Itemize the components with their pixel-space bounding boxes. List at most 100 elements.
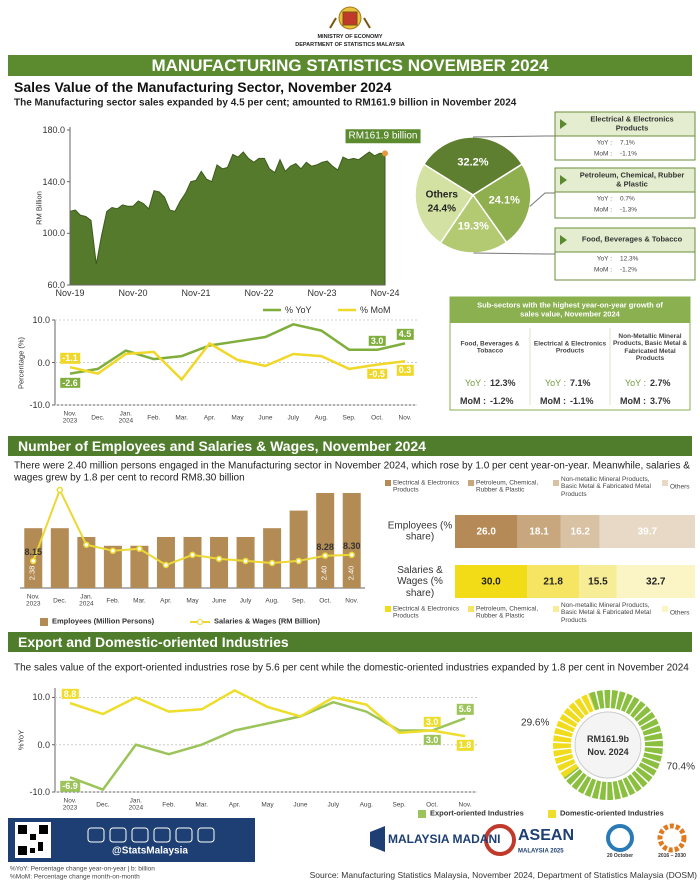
x-tick-label: Nov-19 (55, 287, 85, 298)
yoy-label: YoY : (596, 255, 612, 263)
logo-text: ASEAN (518, 826, 575, 844)
x-tick-label: Nov. (458, 801, 472, 809)
legend-label: % MoM (360, 304, 391, 315)
section-heading: Export and Domestic-oriented Industries (18, 633, 289, 650)
legend-label: Domestic-oriented Industries (560, 808, 664, 818)
mom-value: -1.2% (620, 266, 637, 274)
x-tick-label: Jan. 2024 (118, 410, 134, 425)
x-tick-label: Nov. (345, 597, 359, 605)
y-tick-label: -10.0 (29, 399, 50, 410)
x-tick-label: Sep. (392, 801, 406, 809)
yoy-value: 0.7% (620, 195, 635, 203)
data-label: 8.30 (342, 540, 361, 551)
logo-text: MALAYSIA MADANI (388, 832, 501, 847)
mom-value: -1.3% (620, 206, 637, 214)
marker (560, 235, 567, 245)
donut-slice (563, 690, 663, 800)
line-point (162, 561, 170, 569)
x-tick-label: Sep. (291, 597, 306, 605)
highlight-header (450, 297, 690, 323)
pie-slice (471, 163, 532, 244)
data-label: 3.0 (368, 335, 386, 346)
section-band (8, 436, 692, 456)
mom-label: MoM : (540, 395, 566, 406)
line (69, 688, 466, 738)
data-label: 29.6% (521, 717, 550, 729)
row-label: Employees (% share) (387, 520, 453, 543)
sub-sector-name: Food, Beverages & Tobacco (460, 340, 520, 355)
legend-swatch (385, 606, 391, 612)
y-axis-label: %YoY (16, 729, 26, 751)
mom-label: MoM : (593, 206, 612, 214)
legend-swatch (197, 619, 203, 625)
note: %YoY: Percentage change year-on-year | b… (10, 865, 155, 873)
legend-label: Salaries & Wages (RM Billion) (214, 616, 320, 626)
sector-box-header (554, 167, 696, 193)
note: %MoM: Percentage change month-on-month (10, 873, 140, 881)
data-label: -1.1 (60, 353, 80, 364)
sub-sector-name: Electrical & Electronics Products (533, 340, 607, 355)
line-point (30, 557, 37, 565)
bar-segment (616, 565, 695, 598)
mom-value: 3.7% (650, 395, 671, 406)
y-tick-label: 0.0 (37, 357, 50, 368)
legend-swatch (548, 810, 556, 818)
connector (472, 135, 555, 138)
slice-name: Others (425, 188, 458, 200)
x-tick-label: Dec. (91, 414, 105, 422)
mom-label: MoM : (620, 395, 646, 406)
yoy-label: YoY : (624, 377, 646, 388)
data-label: 4.5 (396, 329, 414, 340)
line (69, 322, 406, 375)
legend-label: Non-metallic Mineral Products, Basic Met… (561, 475, 651, 498)
slice-label: 24.4% (427, 202, 456, 214)
x-tick-label: Nov. 2023 (62, 410, 78, 425)
x-tick-label: Nov-20 (118, 287, 148, 298)
x-tick-label: Mar. (133, 597, 146, 605)
legend-label: Others (670, 483, 690, 491)
line-point (136, 545, 143, 553)
pie-slice (439, 193, 508, 254)
x-tick-label: May (186, 597, 199, 605)
x-tick-label: Nov-24 (370, 287, 400, 298)
yoy-value: 12.3% (620, 255, 639, 263)
legend-label: Employees (Million Persons) (52, 616, 155, 626)
x-tick-label: May (261, 801, 274, 809)
x-tick-label: Mar. (175, 414, 188, 422)
logo-text: MALAYSIA 2025 (518, 848, 564, 855)
legend-swatch (662, 480, 668, 486)
data-label: 3.0 (423, 734, 441, 745)
data-label: 15.5 (588, 575, 608, 587)
x-tick-label: Nov-23 (307, 287, 337, 298)
x-tick-label: Nov. 2023 (62, 797, 78, 812)
y-tick-label: 60.0 (47, 279, 65, 290)
line (69, 341, 406, 382)
bar-segment (455, 515, 518, 548)
legend-label: % YoY (285, 304, 312, 315)
yoy-value: 12.3% (490, 377, 516, 388)
handle: @StatsMalaysia (112, 845, 188, 857)
legend-label: Petroleum, Chemical, Rubber & Plastic (476, 605, 539, 620)
pie-slice (422, 136, 524, 196)
bar-segment (527, 565, 580, 598)
mom-label: MoM : (593, 266, 612, 274)
line-point (242, 557, 249, 565)
line (69, 700, 466, 792)
data-label: 5.6 (456, 704, 474, 715)
slice-label: 24.1% (488, 194, 520, 207)
x-tick-label: Nov-21 (181, 287, 211, 298)
y-axis-label: Percentage (%) (16, 336, 26, 389)
legend-swatch (553, 480, 559, 486)
x-tick-label: Dec. (96, 801, 110, 809)
slice-label: 19.3% (457, 220, 489, 233)
mom-value: -1.1% (570, 395, 594, 406)
section-heading: Sales Value of the Manufacturing Sector,… (14, 78, 392, 95)
y-tick-label: 10.0 (32, 314, 50, 325)
x-tick-label: Oct. (426, 801, 439, 809)
sector-box-header (554, 111, 696, 137)
data-label: 16.2 (570, 525, 590, 537)
bar (183, 536, 202, 588)
data-label: 26.0 (476, 525, 496, 537)
